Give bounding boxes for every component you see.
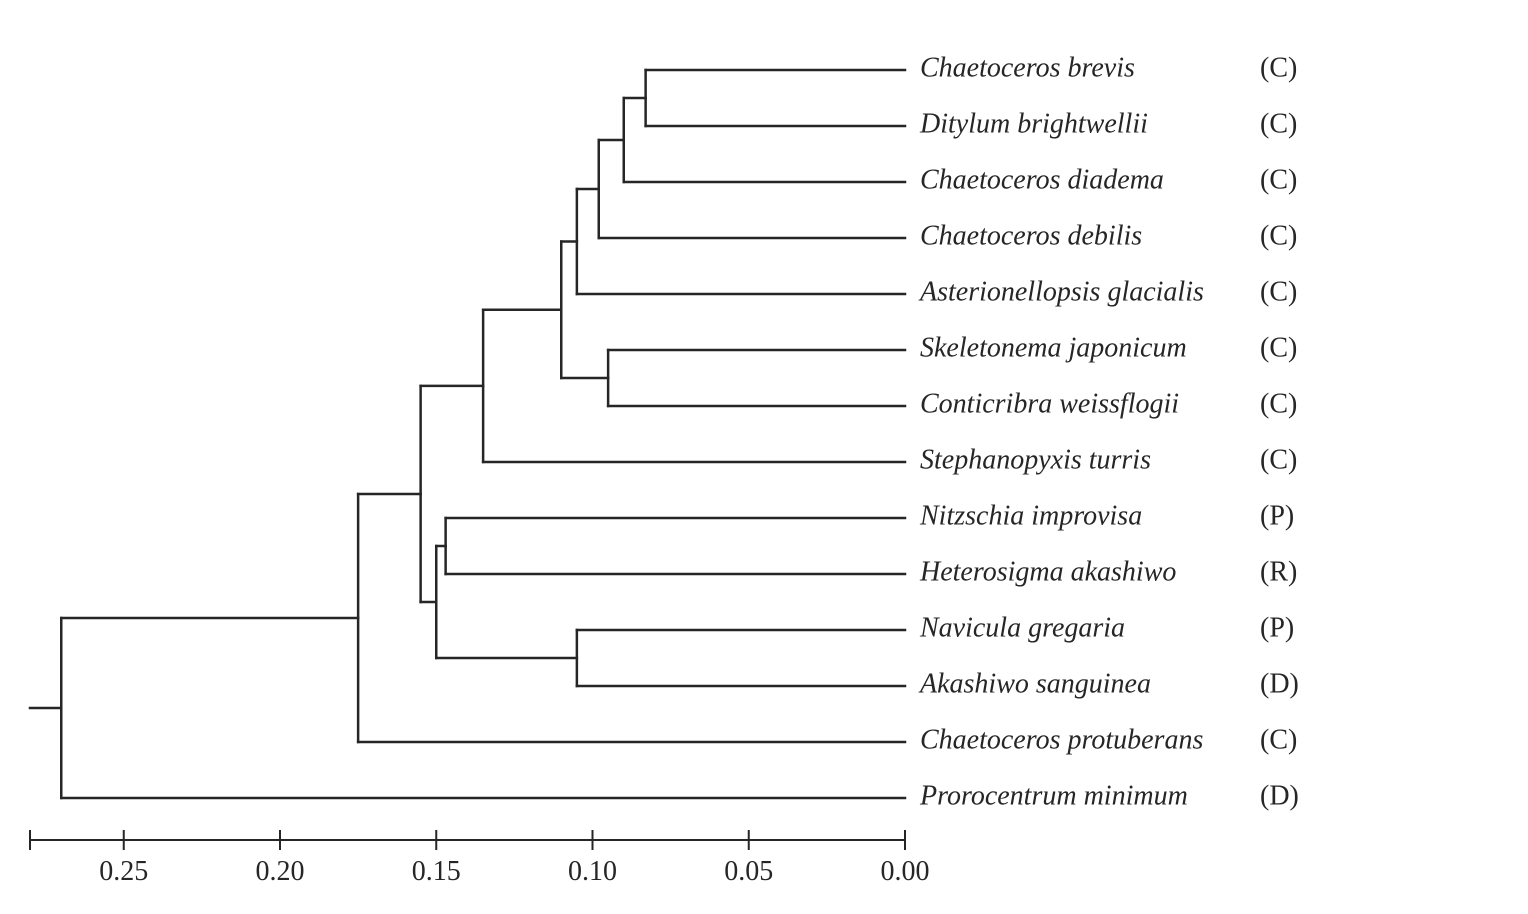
leaf-label: Skeletonema japonicum	[920, 332, 1187, 363]
group-label: (C)	[1260, 220, 1297, 251]
group-label: (C)	[1260, 164, 1297, 195]
group-label: (C)	[1260, 108, 1297, 139]
group-label: (P)	[1260, 500, 1294, 531]
group-label: (R)	[1260, 556, 1297, 587]
group-label: (D)	[1260, 780, 1299, 811]
leaf-label: Akashiwo sanguinea	[918, 668, 1151, 699]
group-label: (P)	[1260, 612, 1294, 643]
leaf-label: Nitzschia improvisa	[919, 500, 1142, 531]
dendrogram: Chaetoceros brevis (C) Ditylum brightwelli…	[0, 0, 1528, 914]
leaf-label: Stephanopyxis turris	[920, 444, 1151, 475]
axis-tick-label: 0.25	[99, 856, 148, 887]
leaf-label: Chaetoceros brevis	[920, 52, 1135, 83]
group-label: (C)	[1260, 52, 1297, 83]
group-label: (C)	[1260, 388, 1297, 419]
leaf-label: Asterionellopsis glacialis	[918, 276, 1204, 307]
axis-tick-label: 0.10	[568, 856, 617, 887]
axis-tick-label: 0.20	[256, 856, 305, 887]
leaf-label: Conticribra weissflogii	[920, 388, 1179, 419]
group-label: (C)	[1260, 724, 1297, 755]
group-label: (C)	[1260, 444, 1297, 475]
group-label: (C)	[1260, 332, 1297, 363]
leaf-label: Chaetoceros diadema	[920, 164, 1164, 195]
leaf-label: Heterosigma akashiwo	[919, 556, 1176, 587]
leaf-label: Prorocentrum minimum	[919, 780, 1188, 811]
group-label: (C)	[1260, 276, 1297, 307]
axis-tick-label: 0.15	[412, 856, 461, 887]
leaf-label: Ditylum brightwellii	[919, 108, 1148, 139]
axis-tick-label: 0.00	[881, 856, 930, 887]
leaf-label: Chaetoceros protuberans	[920, 724, 1203, 755]
group-label: (D)	[1260, 668, 1299, 699]
axis-tick-label: 0.05	[724, 856, 773, 887]
leaf-label: Navicula gregaria	[919, 612, 1125, 643]
leaf-label: Chaetoceros debilis	[920, 220, 1142, 251]
